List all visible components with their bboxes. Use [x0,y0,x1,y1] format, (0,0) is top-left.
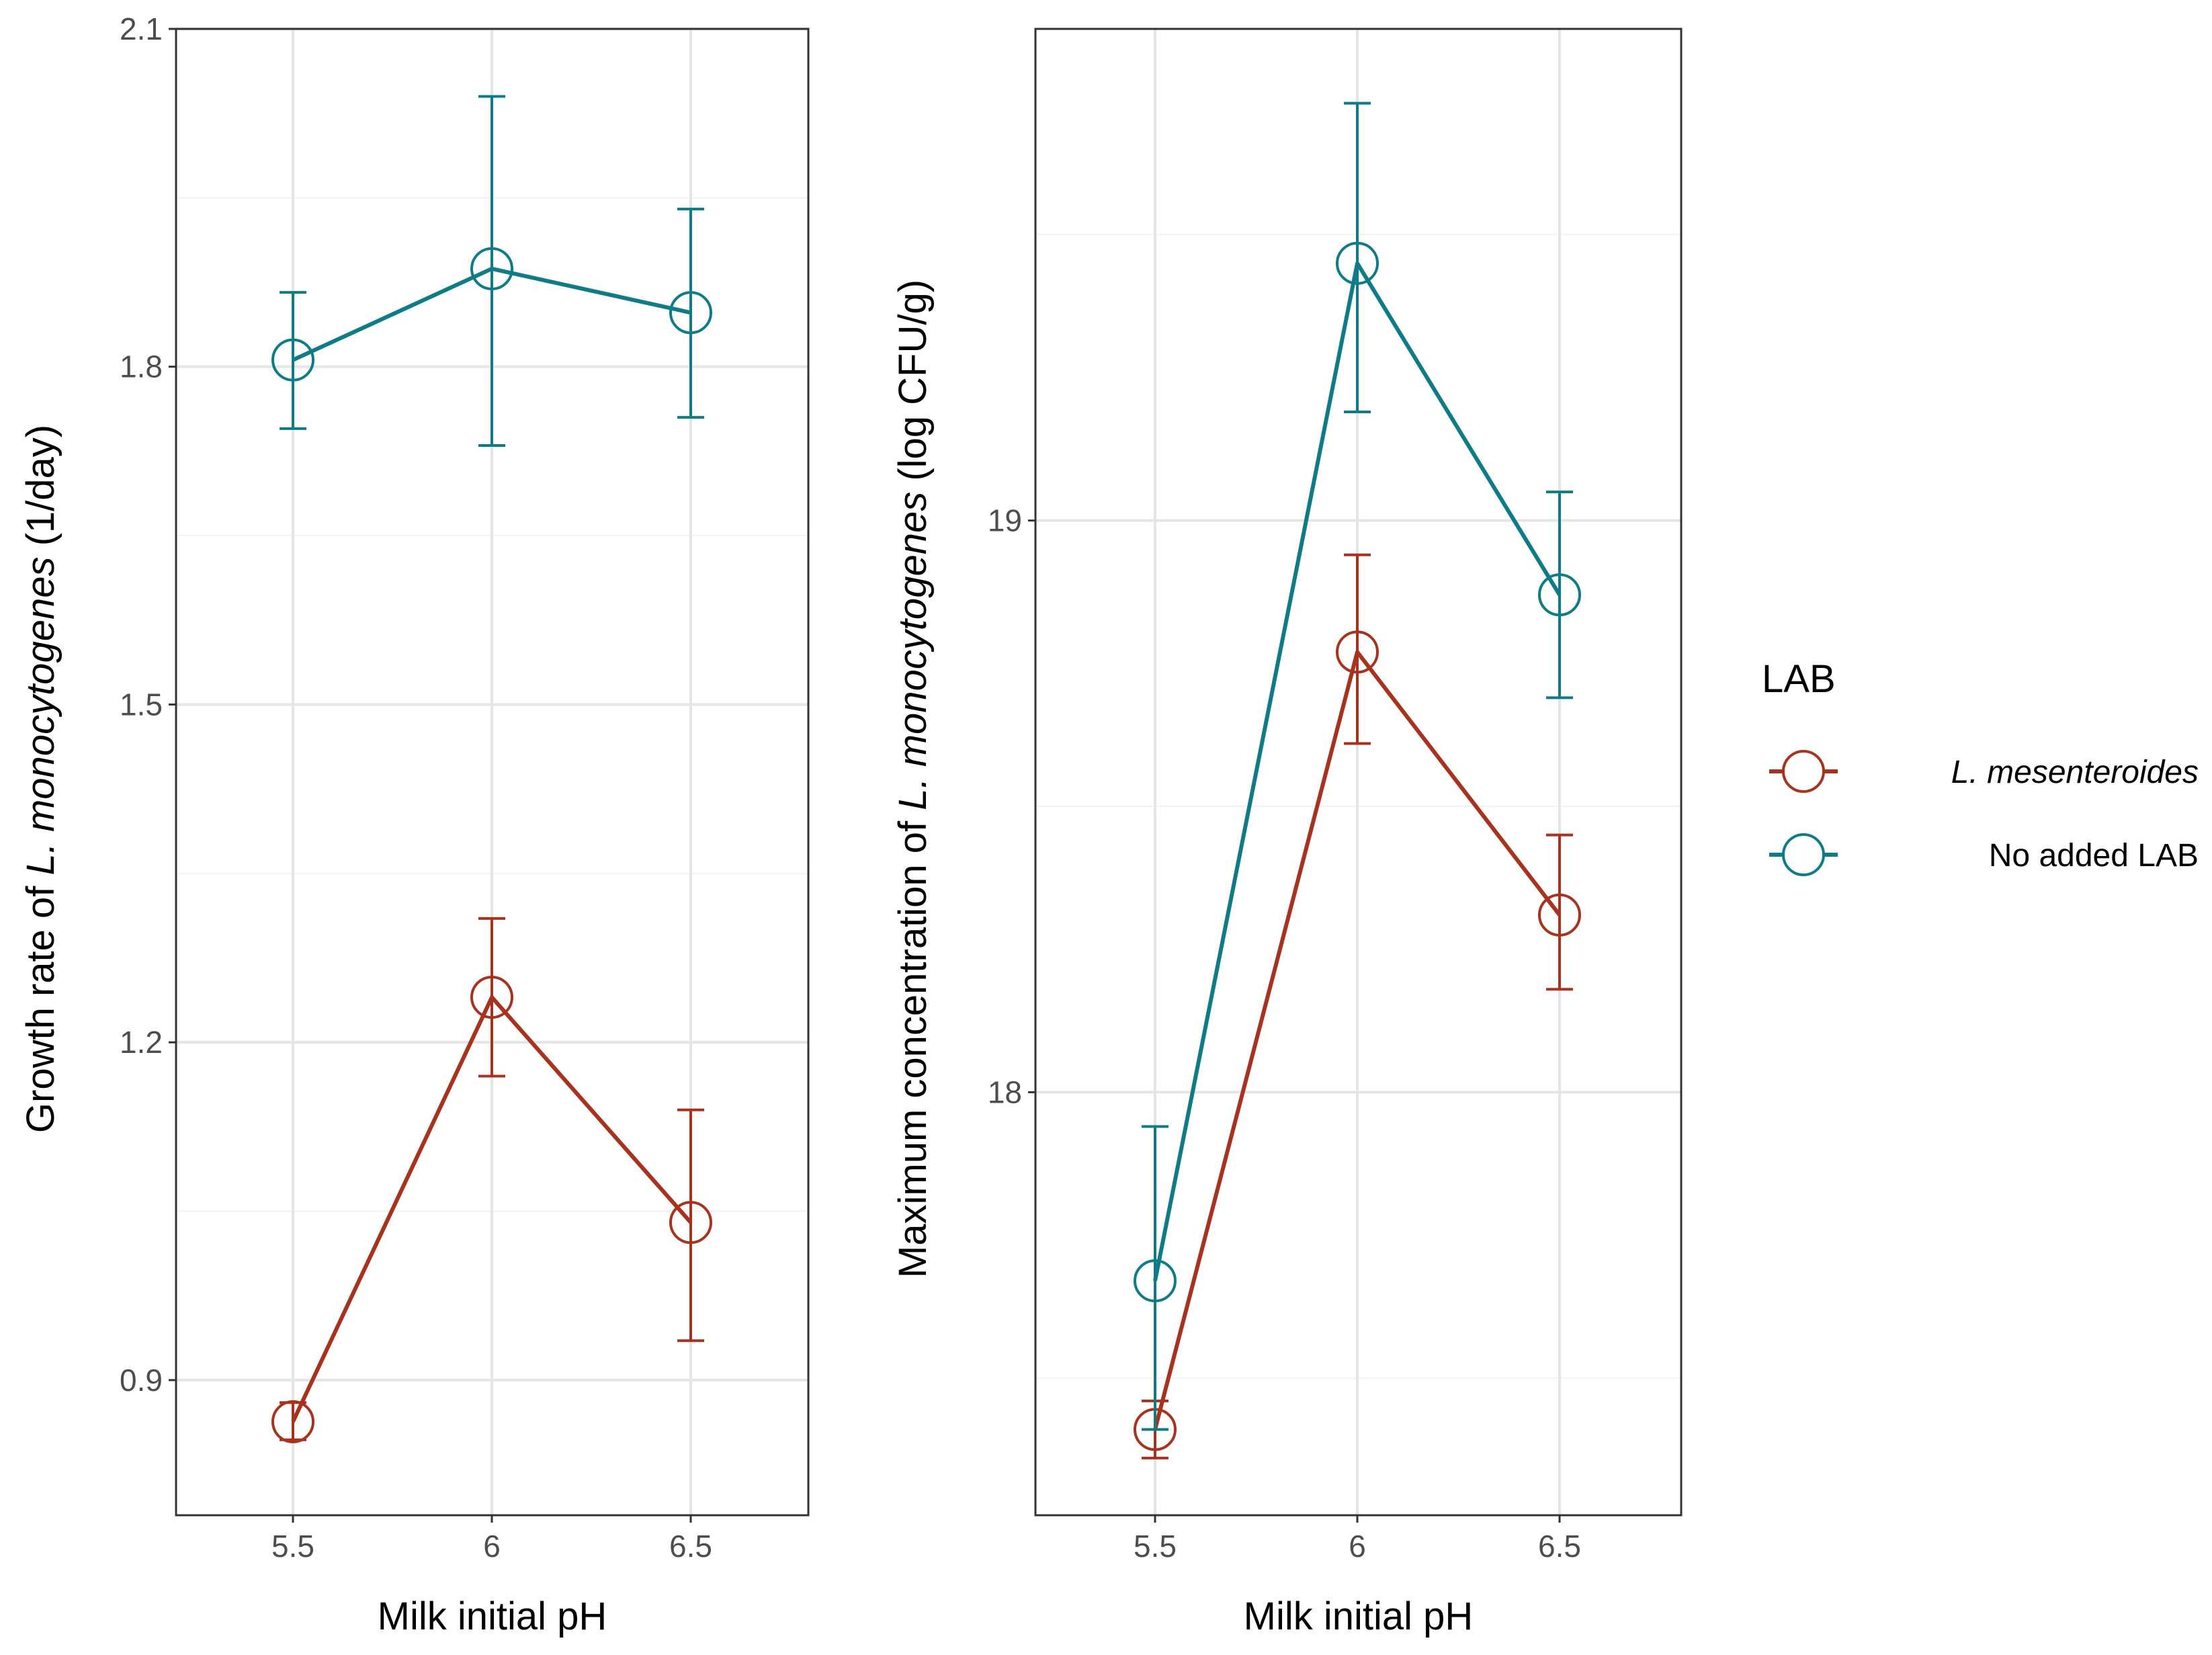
x-tick-label: 5.5 [1134,1529,1177,1564]
legend-item: L. mesenteroides [1769,750,2199,793]
y-tick-label: 0.9 [120,1363,163,1398]
y-tick-label: 2.1 [120,11,163,46]
legend-label: L. mesenteroides [1951,755,2199,790]
data-point [470,247,513,290]
data-point [1336,630,1379,674]
y-tick-label: 18 [988,1074,1022,1109]
max-concentration-panel: 18 19 5.5 6 6.5 Milk initial pH Maximum concen… [891,28,1683,1638]
x-tick-label: 6.5 [669,1529,712,1564]
legend-item: No added LAB [1769,833,2199,876]
x-tick-label: 6.5 [1538,1529,1581,1564]
legend-label: No added LAB [1989,838,2199,874]
y-tick-label: 19 [988,503,1022,538]
data-point [470,976,513,1019]
y-tick-label: 1.8 [120,349,163,384]
legend-key-point [1782,833,1825,876]
y-tick-label: 1.2 [120,1025,163,1060]
x-axis-title: Milk initial pH [1244,1595,1474,1638]
data-point [669,291,712,335]
x-tick-label: 5.5 [271,1529,314,1564]
growth-rate-panel: 0.9 1.2 1.5 1.8 2.1 5.5 6 6.5 Milk initial pH Gro… [19,11,810,1638]
data-point [669,1201,712,1244]
x-tick-label: 6 [1349,1529,1366,1564]
data-point [1538,893,1581,937]
legend-key-point [1782,750,1825,793]
x-tick-label: 6 [483,1529,501,1564]
legend: LAB L. mesenteroides No added LAB [1762,657,2199,876]
data-point [271,1400,314,1443]
legend-title: LAB [1762,657,1836,701]
data-point [1336,241,1379,285]
data-point [271,338,314,382]
x-axis-title: Milk initial pH [378,1595,607,1638]
y-axis-title: Maximum concentration of L. monocytogene… [891,280,935,1278]
data-point [1134,1259,1177,1303]
y-tick-label: 1.5 [120,687,163,722]
data-point [1538,573,1581,617]
y-axis-title: Growth rate of L. monocytogenes (1/day) [19,425,62,1133]
